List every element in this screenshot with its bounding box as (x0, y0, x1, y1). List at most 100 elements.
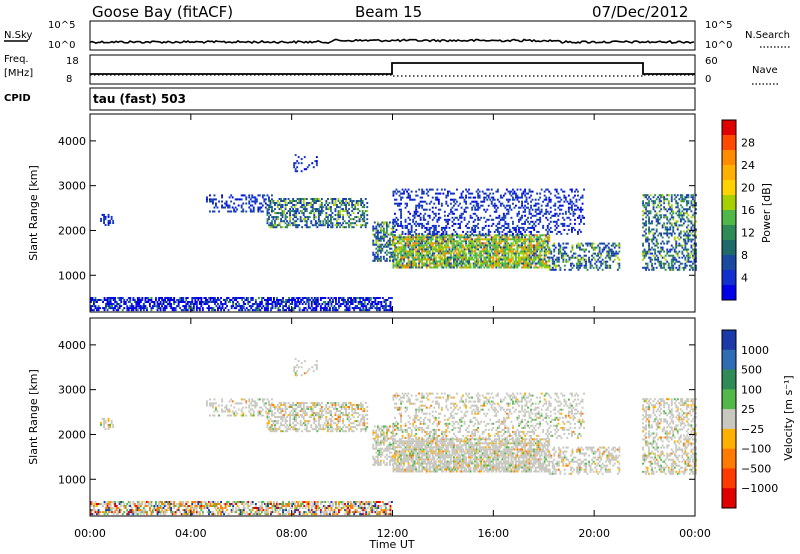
power-cell (285, 303, 287, 305)
power-cell (607, 248, 610, 251)
power-cell (400, 260, 402, 263)
power-cell (580, 230, 582, 233)
power-cell (364, 222, 367, 225)
power-cell (447, 264, 449, 267)
power-cell (648, 230, 650, 233)
power-cell (428, 238, 431, 241)
power-cell (543, 262, 546, 265)
power-cell (536, 248, 539, 251)
power-cell (450, 256, 452, 259)
power-cell (646, 236, 649, 239)
power-cell (252, 196, 255, 199)
power-cell (276, 301, 278, 303)
power-cell (601, 242, 604, 245)
power-cell (579, 264, 581, 267)
power-cell (695, 248, 697, 251)
power-cell (358, 200, 361, 202)
power-cell (510, 252, 513, 255)
power-cell (579, 266, 581, 269)
power-cell (595, 266, 598, 269)
velocity-cell (266, 418, 269, 421)
power-cell (425, 264, 428, 267)
power-cell (149, 303, 151, 305)
power-cell (478, 260, 481, 263)
power-cell (528, 190, 531, 193)
power-cell (530, 200, 532, 203)
power-cell (486, 250, 489, 253)
power-cell (505, 258, 508, 261)
power-cell (421, 258, 424, 261)
power-cell (692, 256, 694, 259)
power-cell (457, 226, 460, 229)
power-cell (660, 208, 663, 211)
power-cell (545, 188, 548, 191)
power-cell (594, 252, 597, 255)
power-cell (487, 254, 490, 257)
power-cell (121, 309, 124, 312)
power-cell (227, 301, 230, 303)
power-cell (679, 244, 682, 247)
power-cell (499, 266, 502, 269)
power-cell (459, 266, 461, 269)
power-cell (521, 204, 523, 207)
power-cell (422, 214, 425, 217)
power-cell (456, 216, 458, 219)
power-cell (563, 218, 566, 221)
power-cell (362, 299, 365, 301)
power-cell (487, 218, 490, 221)
power-cell (311, 204, 314, 206)
power-cell (340, 224, 343, 227)
power-cell (474, 266, 477, 269)
power-cell (135, 307, 138, 310)
velocity-cell (260, 414, 263, 417)
power-cell (516, 250, 519, 253)
power-cell (286, 224, 288, 227)
power-cell (448, 190, 451, 193)
power-cell (519, 258, 522, 261)
power-cell (294, 154, 297, 157)
power-cell (115, 305, 118, 308)
power-cell (648, 246, 650, 249)
power-cell (401, 196, 404, 199)
power-cell (687, 200, 690, 203)
power-cell (93, 301, 95, 303)
power-cell (322, 224, 325, 227)
power-cell (456, 248, 458, 251)
power-cell (201, 307, 204, 310)
power-cell (403, 254, 405, 257)
power-cell (475, 260, 478, 263)
power-cell (433, 234, 436, 237)
power-cell (548, 258, 551, 261)
power-cell (354, 208, 357, 211)
power-cell (410, 238, 413, 241)
power-cell (380, 305, 383, 308)
power-cell (407, 228, 410, 231)
power-cell (663, 250, 666, 253)
power-cell (150, 297, 153, 299)
power-cell (372, 239, 375, 242)
power-cell (492, 264, 495, 267)
power-cell (505, 198, 508, 201)
power-cell (394, 220, 396, 223)
power-cell (350, 301, 352, 303)
power-cell (299, 198, 302, 200)
power-cell (442, 230, 445, 233)
power-cell (339, 297, 342, 299)
power-cell (468, 248, 470, 251)
power-cell (136, 299, 139, 301)
power-cell (645, 252, 647, 255)
power-cell (481, 234, 484, 237)
power-cell (385, 257, 388, 260)
power-cell (512, 232, 514, 235)
power-cell (212, 210, 214, 213)
power-cell (257, 194, 260, 197)
power-cell (451, 250, 454, 253)
power-cell (342, 198, 344, 200)
power-cell (501, 262, 504, 265)
power-cell (226, 299, 228, 301)
power-cell (425, 228, 428, 231)
power-cell (543, 194, 546, 197)
power-cell (548, 228, 551, 231)
power-cell (493, 206, 496, 209)
